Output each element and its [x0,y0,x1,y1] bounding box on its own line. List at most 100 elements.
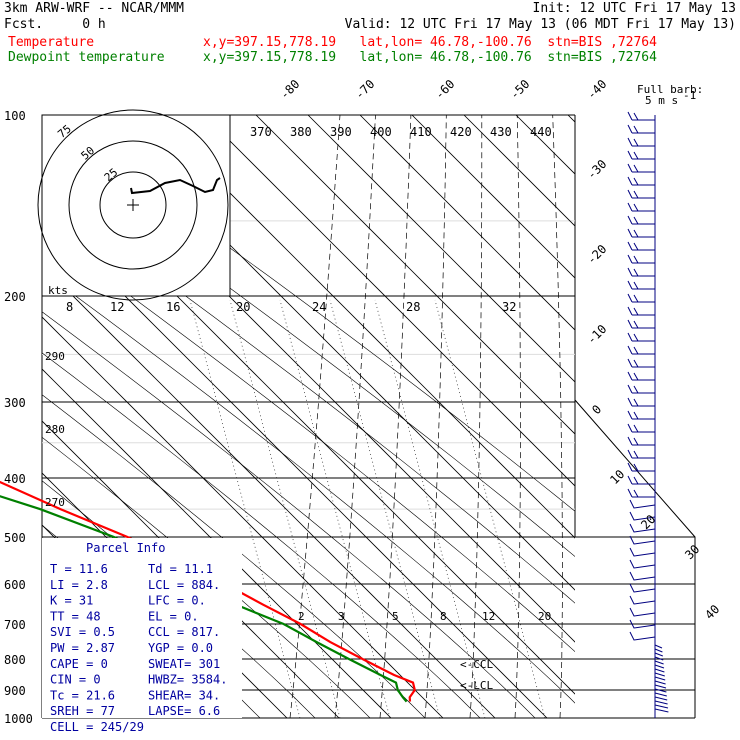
wind-barb [627,423,655,433]
dry-adiabat [42,230,575,653]
dry-adiabat [42,436,371,718]
isotherm-line [411,115,575,279]
parcel-row-right: YGP = 0.0 [148,641,213,655]
wind-barb [654,652,663,657]
wind-barb [627,306,655,316]
wind-barb [627,189,655,199]
theta-label: 400 [370,125,392,139]
isotherm-line [307,115,575,383]
pressure-tick-label: 700 [4,618,26,632]
isotherm-line [359,115,575,331]
wind-barb [629,559,656,569]
barb-legend-units: 5 m s [645,94,678,107]
temperature-profile [0,480,416,702]
wind-barb [627,462,655,472]
theta-e-label: 270 [45,496,65,509]
mixing-ratio-line [229,299,341,718]
parcel-row-right: SWEAT= 301 [148,657,220,671]
isotherm-line [42,264,496,718]
wind-barb [629,499,656,509]
wind-barb [627,293,655,303]
moist-adiabat [552,115,563,718]
pressure-tick-label: 1000 [4,712,33,726]
parcel-info-box [42,538,242,718]
parcel-row-right: SHEAR= 34. [148,688,220,702]
parcel-row-left: Tc = 21.6 [50,688,115,702]
mixing-ratio-label: 8 [66,300,73,314]
isotherm-line [151,115,575,539]
wind-barb [627,384,655,394]
mixing-ratio-line [374,299,486,718]
wind-barb [627,371,655,381]
wind-barb [627,163,655,173]
wind-barb [629,631,656,641]
pressure-tick-label: 800 [4,653,26,667]
pressure-tick-label: 500 [4,531,26,545]
isotherm-label: 0 [589,402,604,417]
hodograph-trace [130,177,221,195]
isotherm-line [255,115,575,435]
parcel-row-left: TT = 48 [50,609,101,623]
theta-label: 370 [250,125,272,139]
isotherm-label: -40 [584,77,609,102]
mixing-ratio-line [329,299,441,718]
wind-barb [654,664,665,669]
wind-barb [654,680,666,685]
mixing-ratio-label: 12 [482,610,495,623]
dewpoint-location-info: x,y=397.15,778.19 lat,lon= 46.78,-100.76… [203,50,657,65]
pressure-tick-label: 300 [4,396,26,410]
wind-barb [627,436,655,446]
isotherm-label: 30 [682,542,702,562]
parcel-row-right: EL = 0. [148,609,199,623]
moist-adiabat [469,115,483,718]
wind-barb [654,672,665,677]
parcel-row-right: Td = 11.1 [148,562,213,576]
barb-legend-title: Full barb: [637,83,703,96]
dry-adiabat [42,352,481,718]
wind-barb [654,692,667,697]
wind-barb [654,708,669,713]
parcel-row-left: K = 31 [50,594,93,608]
wind-barb [654,676,666,681]
parcel-row-left: T = 11.6 [50,562,108,576]
mixing-ratio-label: 24 [312,300,326,314]
wind-barb [654,684,667,689]
wind-barb [654,704,669,709]
pressure-tick-label: 600 [4,578,26,592]
wind-barb [627,176,655,186]
isotherm-line [567,115,575,123]
wind-barb [629,523,656,533]
hodograph-units-label: kts [48,284,68,297]
wind-barb [627,449,655,459]
isotherm-line [42,316,444,718]
parcel-row-right: LFC = 0. [148,594,206,608]
wind-barb [654,688,667,693]
wind-barb [654,656,664,661]
mixing-ratio-label: 8 [440,610,447,623]
pressure-tick-label: 100 [4,109,26,123]
mixing-ratio-line [434,299,546,718]
parcel-row-right: CCL = 817. [148,625,220,639]
hodograph-ring [99,171,167,239]
parcel-row-left: LI = 2.8 [50,578,108,592]
isotherm-line [724,115,740,718]
mixing-ratio-label: 28 [406,300,420,314]
wind-barb [627,280,655,290]
wind-barb [629,595,656,605]
wind-barb [629,607,656,617]
wind-barb [627,397,655,407]
moist-adiabat [424,115,447,718]
wind-barb [629,535,656,545]
wind-barb [629,583,656,593]
ccl-marker: <-CCL [460,658,493,671]
wind-barb [654,644,663,649]
wind-barb [654,700,668,705]
moist-adiabat [334,115,376,718]
wind-barb [627,254,655,264]
lcl-marker: <-LCL [460,679,493,692]
theta-label: 410 [410,125,432,139]
wind-barb [627,124,655,134]
theta-label: 380 [290,125,312,139]
